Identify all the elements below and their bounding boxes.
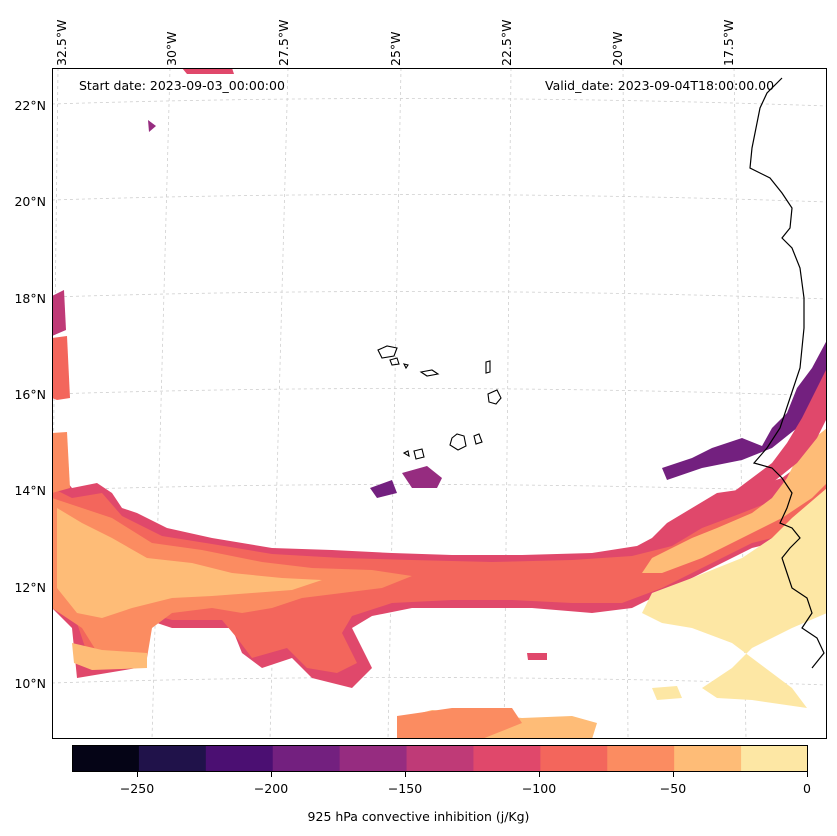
colorbar-tick <box>807 772 808 777</box>
lon-label-17-5w: 17.5°W <box>721 19 736 66</box>
lon-label-30w: 30°W <box>164 31 179 66</box>
colorbar-tick <box>405 772 406 777</box>
map-plot-area <box>52 68 827 739</box>
cin-top-patch-2 <box>148 120 156 132</box>
colorbar-tick-label: −50 <box>659 781 687 796</box>
valid-date-label: Valid_date: 2023-09-04T18:00:00.00 <box>545 78 775 93</box>
lat-label-12n: 12°N <box>14 580 46 595</box>
colorbar-segment <box>607 745 675 772</box>
colorbar-tick-label: 0 <box>803 781 811 796</box>
start-date-label: Start date: 2023-09-03_00:00:00 <box>79 78 285 93</box>
cin-west-strip <box>52 336 70 400</box>
colorbar-segment <box>540 745 608 772</box>
colorbar-segment <box>339 745 408 772</box>
cin-mid-patch <box>402 466 442 488</box>
cin-band-light-2 <box>72 643 147 670</box>
cin-small-patch-2 <box>652 686 682 700</box>
colorbar-tick <box>539 772 540 777</box>
cin-bottom-orange <box>397 708 522 739</box>
cin-band-light <box>57 508 322 618</box>
lat-label-16n: 16°N <box>14 387 46 402</box>
cin-west-strip-3 <box>52 432 70 493</box>
lon-label-32-5w: 32.5°W <box>54 19 69 66</box>
colorbar-segment <box>674 745 742 772</box>
cin-mid-patch-2 <box>370 480 397 498</box>
colorbar-title: 925 hPa convective inhibition (j/Kg) <box>307 809 530 824</box>
map-canvas <box>52 68 827 739</box>
cin-east-purple <box>662 340 827 480</box>
cin-east-yellow <box>642 488 827 708</box>
lon-label-25w: 25°W <box>388 31 403 66</box>
colorbar-segment <box>473 745 541 772</box>
colorbar-segment <box>272 745 341 772</box>
colorbar-tick-label: −150 <box>387 781 423 796</box>
lon-label-22-5w: 22.5°W <box>499 19 514 66</box>
colorbar-tick-label: −250 <box>119 781 155 796</box>
colorbar-outline <box>72 745 808 772</box>
lat-label-14n: 14°N <box>14 483 46 498</box>
colorbar-segment <box>406 745 474 772</box>
graticule <box>52 68 827 739</box>
africa-coastline <box>749 77 825 669</box>
colorbar-segment <box>741 745 808 772</box>
lon-label-20w: 20°W <box>610 31 625 66</box>
lat-label-10n: 10°N <box>14 676 46 691</box>
colorbar-tick-label: −200 <box>253 781 289 796</box>
cin-east-mid <box>732 368 827 498</box>
lat-label-18n: 18°N <box>14 291 46 306</box>
colorbar-tick-label: −100 <box>521 781 557 796</box>
colorbar-tick <box>673 772 674 777</box>
lat-label-20n: 20°N <box>14 194 46 209</box>
cin-small-patch <box>527 653 547 660</box>
colorbar-segment <box>205 745 274 772</box>
colorbar <box>72 745 808 772</box>
colorbar-tick <box>137 772 138 777</box>
lat-label-22n: 22°N <box>14 98 46 113</box>
lon-label-27-5w: 27.5°W <box>276 19 291 66</box>
cin-band-salmon <box>52 478 827 673</box>
colorbar-tick <box>271 772 272 777</box>
cape-verde-islands <box>377 345 502 460</box>
cin-west-strip-2 <box>52 290 66 336</box>
colorbar-segment <box>72 745 140 772</box>
colorbar-segment <box>138 745 207 772</box>
cin-top-patch <box>182 68 234 74</box>
